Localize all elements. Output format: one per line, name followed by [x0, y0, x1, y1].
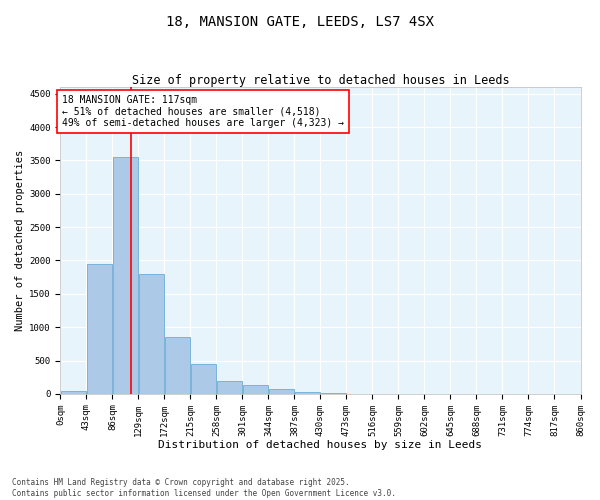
Bar: [164, 337, 190, 394]
Bar: [269, 389, 294, 394]
Title: Size of property relative to detached houses in Leeds: Size of property relative to detached ho…: [131, 74, 509, 87]
Bar: [320, 393, 346, 394]
Y-axis label: Number of detached properties: Number of detached properties: [15, 150, 25, 331]
Bar: [113, 157, 138, 394]
X-axis label: Distribution of detached houses by size in Leeds: Distribution of detached houses by size …: [158, 440, 482, 450]
Bar: [217, 380, 242, 394]
Bar: [86, 264, 112, 394]
Text: 18 MANSION GATE: 117sqm
← 51% of detached houses are smaller (4,518)
49% of semi: 18 MANSION GATE: 117sqm ← 51% of detache…: [62, 94, 344, 128]
Bar: [242, 385, 268, 394]
Text: 18, MANSION GATE, LEEDS, LS7 4SX: 18, MANSION GATE, LEEDS, LS7 4SX: [166, 15, 434, 29]
Text: Contains HM Land Registry data © Crown copyright and database right 2025.
Contai: Contains HM Land Registry data © Crown c…: [12, 478, 396, 498]
Bar: [191, 364, 216, 394]
Bar: [61, 390, 86, 394]
Bar: [139, 274, 164, 394]
Bar: [295, 392, 320, 394]
